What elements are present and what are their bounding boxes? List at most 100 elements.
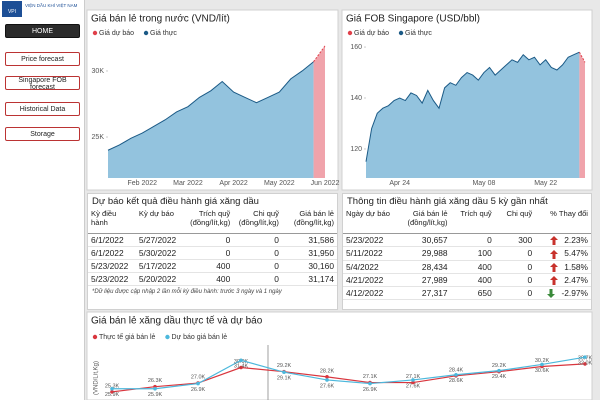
y-tick-label: 30K: [92, 68, 105, 75]
nav-button[interactable]: HOME: [5, 24, 80, 38]
cell-text: 400: [477, 261, 492, 272]
legend-marker: [92, 30, 98, 36]
sidebar: VPI VIỆN DẦU KHÍ VIỆT NAM HOME Price fore…: [0, 0, 85, 400]
data-label: 26.9K: [191, 387, 206, 393]
table-cell: 30,160: [281, 259, 337, 273]
table-cell: 30,657: [396, 233, 451, 248]
chart-title: Giá FOB Singapore (USD/bbl): [346, 14, 480, 25]
x-tick-label: Apr 24: [389, 180, 410, 187]
cell-text: -2.97%: [561, 288, 588, 299]
cell-text: 31,950: [308, 248, 334, 258]
table-cell: 0: [450, 233, 495, 248]
trend-arrow: [550, 262, 559, 272]
table-cell: 0: [233, 246, 282, 260]
table-cell: 0: [233, 233, 282, 247]
cell-text: 0: [527, 288, 533, 299]
nav-button[interactable]: Storage: [5, 127, 80, 141]
y-tick-label: 120: [350, 146, 362, 153]
table-cell: 5/20/2022: [135, 272, 183, 286]
column-header: Giá bán lẻ (đồng/lít,kg): [396, 209, 451, 234]
table-cell: 27,989: [396, 273, 451, 288]
cell-text: 6/1/2022: [91, 235, 124, 245]
data-label: 29.4K: [492, 374, 507, 380]
column-header: Ngày dự báo: [343, 209, 397, 234]
point: [325, 378, 329, 382]
cell-text: 400: [216, 274, 231, 284]
legend-label: Dự báo giá bán lẻ: [171, 334, 227, 341]
point: [110, 386, 114, 391]
table-cell: 31,586: [281, 233, 337, 247]
point: [282, 370, 286, 374]
trend-arrow: [550, 236, 559, 246]
legend-label: Giá dự báo: [99, 30, 134, 37]
column-header: Trích quỹ (đồng/lít,kg): [182, 209, 234, 234]
table-cell: 400: [182, 259, 234, 273]
cell-text: 1.58%: [564, 261, 588, 272]
trend-arrow: [550, 249, 559, 259]
table-row: 4/12/2022 27,317 650 0 -2.97%: [343, 286, 591, 301]
cell-text: 0: [527, 261, 533, 272]
trend-arrow: [547, 289, 556, 299]
nav-button[interactable]: Singapore FOB forecast: [5, 76, 80, 91]
data-label: 27.6K: [406, 383, 421, 389]
table-row: 4/21/2022 27,989 400 0 2.47%: [343, 273, 591, 288]
cell-text: 30,160: [308, 261, 334, 271]
cell-text: 100: [477, 248, 492, 259]
cell-text: 0: [274, 261, 279, 271]
data-label: 27.0K: [191, 375, 206, 381]
cell-text: 30,657: [421, 235, 448, 246]
column-header: Kỳ điều hành: [88, 209, 136, 234]
table-cell: 2.47%: [535, 273, 591, 288]
logo: VPI: [2, 1, 22, 17]
cell-text: 0: [274, 248, 279, 258]
legend-label: Thực tế giá bán lẻ: [99, 332, 156, 341]
data-label: 28.2K: [320, 368, 335, 374]
column-header: % Thay đổi: [535, 209, 591, 234]
cell-text: 5.47%: [564, 248, 588, 259]
table-row: 5/23/2022 5/20/2022 400 0 31,174: [88, 272, 337, 286]
table-title: Thông tin điều hành giá xăng dầu 5 kỳ gầ…: [347, 196, 548, 207]
chart-title: Giá bán lẻ trong nước (VND/lít): [91, 14, 230, 25]
x-tick-label: Feb 2022: [127, 180, 157, 187]
point: [239, 358, 243, 363]
cell-text: 27,989: [421, 274, 448, 285]
table-cell: 0: [233, 272, 282, 286]
line: [112, 356, 586, 390]
table-cell: 400: [182, 272, 234, 286]
legend-label: Giá dự báo: [354, 30, 389, 37]
area-fill: [313, 45, 325, 178]
x-tick-label: May 22: [534, 180, 557, 187]
cell-text: 5/23/2022: [91, 261, 129, 271]
table-cell: 100: [450, 246, 495, 261]
line: [111, 363, 586, 393]
cell-text: 6/1/2022: [91, 248, 124, 258]
area-line: [365, 51, 580, 162]
x-tick-label: May 08: [472, 180, 495, 187]
y-tick-label: 25K: [92, 134, 105, 141]
point: [325, 375, 329, 379]
table-cell: 4/21/2022: [343, 273, 397, 288]
table-cell: 400: [450, 260, 495, 274]
table-row: 5/4/2022 28,434 400 0 1.58%: [343, 260, 591, 274]
nav-button[interactable]: Historical Data: [5, 102, 80, 116]
data-label: 29.1K: [277, 376, 292, 382]
legend-marker: [143, 30, 149, 36]
legend-marker: [92, 334, 98, 340]
table-cell: 2.23%: [535, 233, 591, 248]
column-header: Kỳ dự báo: [135, 209, 183, 234]
data-label: 25.9K: [105, 392, 120, 398]
point: [110, 390, 114, 394]
cell-text: 5/17/2022: [138, 261, 177, 271]
table-cell: 5/17/2022: [135, 259, 183, 273]
cell-text: 4/21/2022: [346, 274, 384, 285]
data-label: 27.1K: [406, 374, 421, 380]
data-label: 26.3K: [148, 378, 163, 384]
cell-text: 27,317: [421, 288, 448, 299]
nav-button[interactable]: Price forecast: [5, 52, 80, 66]
cell-text: 31,174: [308, 274, 334, 284]
table-cell: 0: [182, 246, 234, 260]
table-row: 5/23/2022 30,657 0 300 2.23%: [343, 233, 591, 248]
cell-text: 31,586: [308, 235, 334, 245]
data-label: 30.6K: [535, 368, 550, 374]
